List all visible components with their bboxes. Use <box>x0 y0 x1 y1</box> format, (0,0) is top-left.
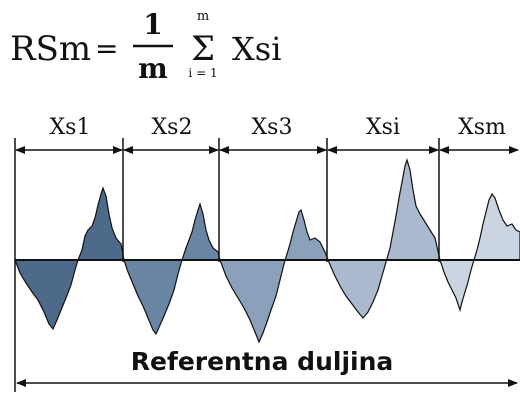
formula: RSm = 1 m m Σ i = 1 Xsi <box>10 8 281 85</box>
reference-length-label: Referentna duljina <box>131 347 394 376</box>
profile-segment-xsm <box>439 192 520 313</box>
formula-term: Xsi <box>232 30 281 68</box>
segment-labels: Xs1 Xs2 Xs3 Xsi Xsm <box>50 115 507 140</box>
profile-segment-xs2 <box>123 202 221 336</box>
segment-label-xsi: Xsi <box>366 115 400 140</box>
profile-segment-xs3 <box>219 208 329 344</box>
sum-upper-limit: m <box>197 9 209 24</box>
segment-label-xsm: Xsm <box>458 115 506 140</box>
sum-symbol: Σ <box>191 29 215 69</box>
segment-dividers <box>14 138 440 392</box>
sum-lower-limit: i = 1 <box>188 66 217 80</box>
profile-segment-xsi <box>327 158 441 319</box>
segment-label-xs2: Xs2 <box>152 115 193 140</box>
roughness-profile <box>14 158 520 344</box>
formula-equals: = <box>95 32 118 65</box>
segment-label-xs3: Xs3 <box>252 115 293 140</box>
formula-denominator: m <box>138 52 168 85</box>
formula-lhs: RSm <box>10 29 91 69</box>
segment-label-xs1: Xs1 <box>50 115 91 140</box>
profile-segment-xs1 <box>14 186 125 331</box>
formula-numerator: 1 <box>143 8 162 41</box>
